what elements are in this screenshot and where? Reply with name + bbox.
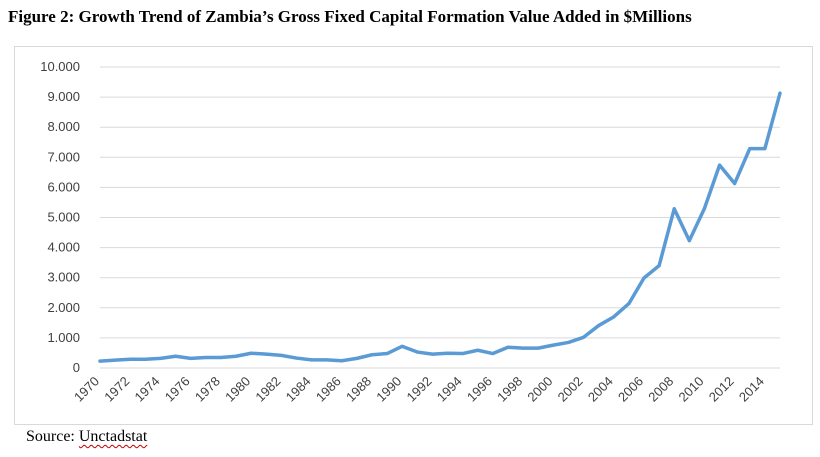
x-tick-label: 2006: [615, 374, 646, 405]
source-prefix: Source:: [26, 428, 79, 445]
x-tick-label: 1992: [404, 374, 435, 405]
x-tick-label: 1990: [373, 374, 404, 405]
data-point: [370, 353, 374, 357]
data-point: [143, 357, 147, 361]
x-tick-label: 1980: [222, 374, 253, 405]
data-series: [98, 91, 782, 363]
data-point: [491, 351, 495, 356]
x-tick-label: 2014: [736, 374, 767, 405]
x-tick-label: 2002: [555, 374, 586, 405]
y-tick-label: 8.000: [47, 119, 80, 134]
source-name: Unctadstat: [78, 428, 148, 445]
data-point: [763, 146, 767, 151]
data-point: [627, 301, 631, 306]
data-point: [355, 356, 359, 360]
source-note: Source: Unctadstat: [26, 428, 147, 446]
series-line: [98, 91, 782, 363]
data-point: [415, 350, 419, 354]
data-point: [189, 356, 193, 360]
x-tick-label: 1976: [162, 374, 193, 405]
data-point: [778, 91, 782, 95]
data-point: [279, 353, 283, 357]
data-point: [702, 206, 707, 211]
data-point: [551, 343, 555, 347]
x-tick-label: 1996: [464, 374, 495, 405]
data-point: [657, 264, 661, 268]
data-point: [264, 352, 268, 356]
x-tick-label: 1994: [434, 374, 465, 405]
data-point: [687, 239, 691, 243]
y-tick-label: 2.000: [47, 300, 80, 315]
data-point: [597, 323, 601, 328]
data-point: [309, 358, 314, 362]
data-point: [340, 359, 344, 363]
data-point: [234, 354, 238, 358]
x-tick-label: 2012: [706, 374, 737, 405]
data-point: [249, 351, 253, 355]
data-point: [98, 359, 102, 363]
data-point: [385, 351, 389, 356]
data-point: [325, 358, 329, 362]
data-point: [566, 340, 571, 345]
data-point: [581, 335, 586, 339]
x-tick-label: 1970: [71, 374, 102, 405]
x-tick-label: 2000: [524, 374, 555, 405]
y-tick-label: 6.000: [47, 179, 80, 194]
y-axis-tick-labels: 0 1.000 2.000 3.000 4.000 5.000 6.000 7.000 8.00…: [40, 59, 80, 375]
x-tick-label: 2004: [585, 374, 616, 405]
x-tick-label: 2010: [676, 374, 707, 405]
data-point: [173, 354, 178, 358]
gridlines: [100, 66, 780, 339]
y-tick-label: 7.000: [47, 149, 80, 164]
chart-frame: [14, 46, 813, 425]
data-point: [521, 346, 525, 350]
data-point: [733, 181, 737, 186]
x-axis-tick-labels: 1970 1972 1974 1976 1978 1980 1982 1984 1986 1988…: [71, 374, 767, 405]
x-tick-label: 1988: [343, 374, 374, 405]
x-tick-label: 1978: [192, 374, 223, 405]
data-point: [506, 345, 510, 349]
x-tick-label: 1986: [313, 374, 344, 405]
data-point: [748, 146, 752, 151]
x-tick-label: 1998: [494, 374, 525, 405]
data-point: [672, 207, 676, 211]
line-chart: 0 1.000 2.000 3.000 4.000 5.000 6.000 7.000 8.00…: [40, 59, 782, 405]
y-tick-label: 10.000: [40, 59, 80, 74]
data-point: [476, 348, 480, 352]
figure-title: Figure 2: Growth Trend of Zambia’s Gross…: [8, 7, 692, 26]
y-tick-label: 5.000: [47, 210, 80, 225]
x-tick-label: 1984: [283, 374, 314, 405]
data-point: [128, 357, 132, 361]
data-point: [204, 355, 208, 360]
data-point: [536, 346, 540, 350]
x-tick-label: 1974: [132, 374, 163, 405]
y-tick-label: 4.000: [47, 240, 80, 255]
data-point: [612, 315, 616, 319]
data-point: [717, 163, 722, 167]
x-tick-label: 1982: [252, 374, 283, 405]
y-tick-label: 1.000: [47, 330, 80, 345]
data-point: [294, 356, 299, 360]
data-point: [400, 344, 404, 348]
data-point: [219, 355, 223, 360]
data-point: [461, 351, 465, 356]
y-tick-label: 0: [73, 360, 80, 375]
data-point: [642, 276, 646, 280]
y-tick-label: 3.000: [47, 270, 80, 285]
x-tick-label: 1972: [101, 374, 132, 405]
x-tick-label: 2008: [645, 374, 676, 405]
data-point: [113, 358, 117, 362]
y-tick-label: 9.000: [47, 89, 80, 104]
data-point: [158, 356, 163, 360]
data-point: [430, 352, 435, 356]
data-point: [445, 351, 450, 355]
